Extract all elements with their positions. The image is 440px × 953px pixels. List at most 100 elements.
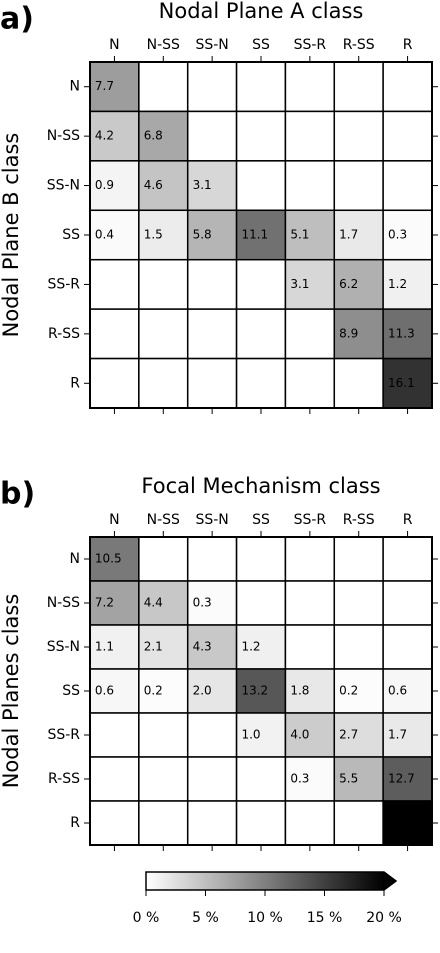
panel-label: a): [0, 2, 34, 37]
y-tick-label: R: [70, 375, 80, 391]
empty-cell: [235, 61, 287, 113]
empty-cell: [235, 357, 287, 409]
cell: [382, 712, 433, 758]
empty-cell: [333, 61, 384, 113]
cell-label: 7.7: [95, 79, 114, 93]
y-axis-label: Nodal Planes class: [0, 594, 23, 789]
empty-cell: [138, 712, 189, 758]
empty-cell: [89, 756, 140, 802]
colorbar: [146, 872, 384, 890]
cell: [235, 624, 287, 670]
x-tick-label: SS-N: [195, 37, 228, 53]
cell-label: 5.8: [193, 228, 212, 242]
y-tick-label: N-SS: [47, 128, 80, 144]
empty-cell: [235, 756, 287, 802]
empty-cell: [284, 61, 336, 113]
cell-label: 0.6: [95, 684, 114, 698]
empty-cell: [186, 61, 238, 113]
y-axis-label: Nodal Plane B class: [0, 133, 23, 338]
y-tick-label: SS: [62, 227, 80, 243]
y-tick-label: SS-R: [47, 276, 80, 292]
cell: [382, 209, 433, 261]
empty-cell: [284, 580, 336, 626]
cell: [186, 624, 238, 670]
cell-label: 0.2: [339, 684, 358, 698]
cell-label: 1.5: [144, 228, 163, 242]
empty-cell: [186, 110, 238, 162]
empty-cell: [235, 536, 287, 582]
cell-label: 0.2: [144, 684, 163, 698]
cell-label: 0.9: [95, 178, 114, 192]
empty-cell: [89, 308, 140, 360]
empty-cell: [333, 800, 384, 846]
x-tick-label: R: [403, 512, 413, 528]
cell-label: 11.3: [388, 326, 415, 340]
empty-cell: [235, 308, 287, 360]
cell-label: 8.9: [339, 326, 358, 340]
empty-cell: [89, 357, 140, 409]
colorbar-tick-label: 5 %: [192, 910, 219, 926]
y-tick-label: SS-N: [47, 639, 80, 655]
empty-cell: [284, 357, 336, 409]
cell-label: 2.0: [193, 684, 212, 698]
x-tick-label: SS-R: [294, 37, 327, 53]
cell-label: 1.0: [241, 728, 260, 742]
empty-cell: [382, 160, 433, 212]
empty-cell: [186, 756, 238, 802]
empty-cell: [235, 110, 287, 162]
empty-cell: [284, 110, 336, 162]
y-tick-label: N: [70, 79, 80, 95]
chart-title: Focal Mechanism class: [141, 474, 380, 498]
cell: [333, 209, 384, 261]
cell-label: 10.5: [95, 552, 122, 566]
cell-label: 11.1: [241, 228, 268, 242]
empty-cell: [333, 580, 384, 626]
empty-cell: [284, 308, 336, 360]
empty-cell: [235, 800, 287, 846]
cell: [382, 258, 433, 310]
empty-cell: [89, 712, 140, 758]
cell-label: 2.7: [339, 728, 358, 742]
cell-label: 1.7: [339, 228, 358, 242]
cell: [382, 756, 433, 802]
y-tick-label: R-SS: [48, 326, 80, 342]
chart-title: Nodal Plane A class: [159, 0, 364, 23]
cell-label: 0.3: [193, 596, 212, 610]
cell: [138, 668, 189, 714]
x-tick-label: N: [109, 512, 119, 528]
empty-cell: [333, 624, 384, 670]
colorbar-tick-label: 15 %: [307, 910, 343, 926]
colorbar-tick-label: 0 %: [133, 910, 160, 926]
colorbar-tick-label: 10 %: [247, 910, 283, 926]
cell-label: 5.5: [339, 772, 358, 786]
y-tick-label: SS: [62, 683, 80, 699]
empty-cell: [138, 308, 189, 360]
colorbar-frame: [145, 871, 398, 891]
empty-cell: [138, 357, 189, 409]
cell-label: 4.3: [193, 640, 212, 654]
cell: [333, 308, 384, 360]
empty-cell: [138, 61, 189, 113]
empty-cell: [284, 160, 336, 212]
empty-cell: [186, 357, 238, 409]
colorbar-extension: [384, 872, 396, 890]
empty-cell: [138, 800, 189, 846]
empty-cell: [382, 110, 433, 162]
empty-cell: [186, 308, 238, 360]
cell-label: 1.2: [388, 277, 407, 291]
cell-label: 4.4: [144, 596, 163, 610]
empty-cell: [186, 258, 238, 310]
cell-label: 16.1: [388, 376, 415, 390]
empty-cell: [382, 61, 433, 113]
cell-label: 13.2: [241, 684, 268, 698]
cell: [382, 668, 433, 714]
cell-label: 3.1: [290, 277, 309, 291]
cell-label: 0.6: [388, 684, 407, 698]
empty-cell: [284, 624, 336, 670]
cell: [284, 712, 336, 758]
empty-cell: [284, 536, 336, 582]
cell-label: 1.1: [95, 640, 114, 654]
y-tick-label: N-SS: [47, 595, 80, 611]
